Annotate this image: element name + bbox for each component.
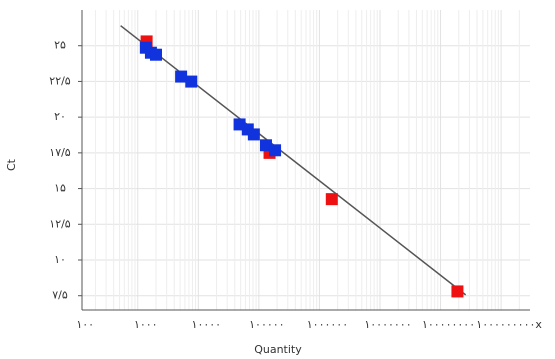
y-tick-label: ۱۲/۵ bbox=[49, 217, 71, 230]
point bbox=[185, 75, 198, 88]
point bbox=[259, 139, 272, 152]
point bbox=[325, 193, 338, 206]
point bbox=[269, 144, 282, 157]
point bbox=[149, 48, 162, 61]
point bbox=[247, 128, 260, 141]
y-tick-label: ۱۰ bbox=[54, 253, 66, 266]
x-axis-label: Quantity bbox=[254, 343, 302, 356]
x-tick-label: ۱۰۰۰۰۰۰۰۰ bbox=[422, 318, 475, 331]
fit-line bbox=[120, 25, 467, 296]
point bbox=[175, 70, 188, 83]
y-tick-label: ۲۰ bbox=[54, 110, 66, 123]
x-tick-label: ۱۰۰۰۰۰۰ bbox=[307, 318, 348, 331]
x-tick-label: ۱۰۰۰ bbox=[134, 318, 158, 331]
y-tick-label: ۱۵ bbox=[54, 182, 66, 195]
x-tick-label: ۱۰۰۰۰۰۰۰۰۰x bbox=[476, 318, 542, 331]
y-tick-label: ۲۲/۵ bbox=[49, 74, 71, 87]
y-axis-label: Ct bbox=[5, 158, 18, 171]
y-tick-label: ۱۷/۵ bbox=[49, 146, 71, 159]
y-tick-label: ۷/۵ bbox=[52, 289, 68, 302]
x-tick-label: ۱۰۰۰۰۰ bbox=[249, 318, 284, 331]
x-tick-label: ۱۰۰ bbox=[76, 318, 94, 331]
x-tick-label: ۱۰۰۰۰۰۰۰ bbox=[364, 318, 411, 331]
point bbox=[451, 285, 464, 298]
y-tick-label: ۲۵ bbox=[54, 39, 66, 52]
x-tick-label: ۱۰۰۰۰ bbox=[192, 318, 222, 331]
